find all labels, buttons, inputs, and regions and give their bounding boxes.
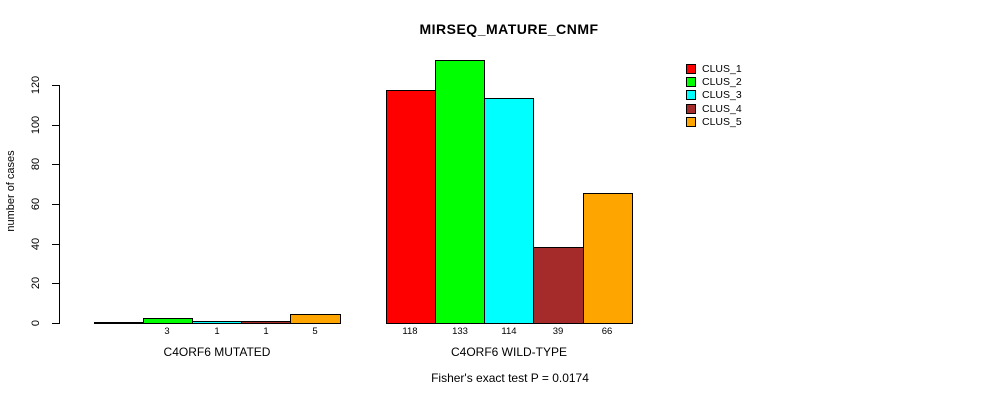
legend-swatch-icon xyxy=(686,104,696,114)
y-axis-label: number of cases xyxy=(5,150,17,232)
bar-clus_3 xyxy=(484,98,534,324)
y-tick-label: 120 xyxy=(30,75,42,95)
y-axis-tick xyxy=(52,244,59,245)
bar-clus_4 xyxy=(533,247,584,324)
bar-value-label: 114 xyxy=(501,326,517,337)
y-axis-tick xyxy=(52,323,59,324)
bar-value-label: 39 xyxy=(552,326,564,337)
bar-clus_1 xyxy=(386,90,436,324)
bar-value-label: 3 xyxy=(164,326,170,337)
chart-title: MIRSEQ_MATURE_CNMF xyxy=(419,21,599,37)
legend-swatch-icon xyxy=(686,90,696,100)
legend-swatch-icon xyxy=(686,64,696,74)
y-tick-label: 100 xyxy=(30,115,42,135)
bar-clus_3 xyxy=(192,321,242,324)
y-axis-tick xyxy=(52,85,59,86)
y-axis-tick xyxy=(52,204,59,205)
legend-label: CLUS_3 xyxy=(702,89,742,101)
y-tick-label: 20 xyxy=(30,276,42,290)
bar-value-label: 133 xyxy=(452,326,468,337)
bar-clus_1-zero xyxy=(94,322,144,324)
bar-clus_4 xyxy=(241,321,291,324)
bar-value-label: 66 xyxy=(601,326,613,337)
bar-value-label: 118 xyxy=(402,326,418,337)
bar-clus_5 xyxy=(290,314,341,324)
fisher-test-annotation: Fisher's exact test P = 0.0174 xyxy=(431,371,589,385)
y-tick-label: 0 xyxy=(30,319,42,327)
bar-clus_2 xyxy=(143,318,193,324)
legend-label: CLUS_2 xyxy=(702,76,742,88)
bar-value-label: 1 xyxy=(263,326,269,337)
y-axis-tick xyxy=(52,164,59,165)
group-label: C4ORF6 MUTATED xyxy=(163,345,271,359)
bar-value-label: 5 xyxy=(312,326,318,337)
y-tick-label: 40 xyxy=(30,237,42,251)
y-axis-tick xyxy=(52,125,59,126)
y-tick-label: 60 xyxy=(30,197,42,211)
y-axis-tick xyxy=(52,283,59,284)
y-tick-label: 80 xyxy=(30,157,42,171)
legend-swatch-icon xyxy=(686,77,696,87)
bar-value-label: 1 xyxy=(214,326,220,337)
legend-label: CLUS_1 xyxy=(702,63,742,75)
legend-label: CLUS_5 xyxy=(702,116,742,128)
y-axis-line xyxy=(59,85,60,324)
bar-clus_5 xyxy=(583,193,633,324)
group-label: C4ORF6 WILD-TYPE xyxy=(450,345,568,359)
legend-label: CLUS_4 xyxy=(702,103,742,115)
legend-swatch-icon xyxy=(686,117,696,127)
bar-clus_2 xyxy=(435,60,485,324)
